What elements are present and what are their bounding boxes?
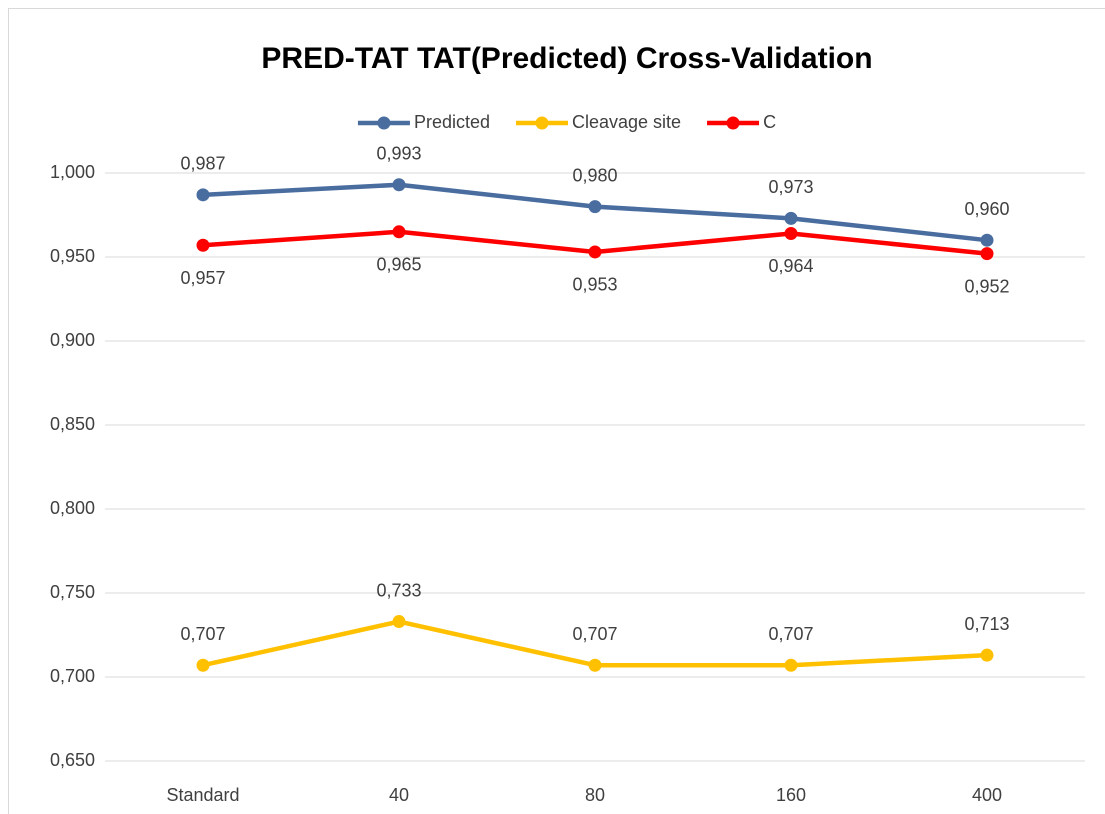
legend-label: Predicted (414, 112, 490, 132)
data-point (980, 648, 994, 662)
y-tick-label: 0,700 (50, 666, 95, 686)
data-point (980, 233, 994, 247)
data-point (196, 238, 210, 252)
y-tick-label: 0,650 (50, 750, 95, 770)
x-tick-label: 160 (776, 785, 806, 805)
data-label: 0,707 (572, 624, 617, 644)
x-tick-label: 80 (585, 785, 605, 805)
chart-title: PRED-TAT TAT(Predicted) Cross-Validation (261, 42, 872, 75)
y-tick-label: 0,900 (50, 330, 95, 350)
data-point (392, 178, 406, 192)
data-point (392, 615, 406, 629)
data-label: 0,953 (572, 275, 617, 295)
data-label: 0,952 (964, 276, 1009, 296)
data-point (588, 200, 602, 214)
y-tick-label: 0,750 (50, 582, 95, 602)
data-label: 0,957 (180, 268, 225, 288)
x-tick-label: Standard (166, 785, 239, 805)
data-point (196, 658, 210, 672)
data-label: 0,733 (376, 580, 421, 600)
data-label: 0,960 (964, 199, 1009, 219)
data-label: 0,980 (572, 165, 617, 185)
data-point (196, 188, 210, 202)
legend-marker (535, 116, 549, 130)
data-point (784, 211, 798, 225)
data-label: 0,993 (376, 144, 421, 164)
legend-label: Cleavage site (572, 112, 681, 132)
data-point (392, 225, 406, 239)
chart-frame (8, 8, 1105, 814)
legend-marker (377, 116, 391, 130)
legend-marker (726, 116, 740, 130)
data-label: 0,707 (180, 624, 225, 644)
data-point (588, 658, 602, 672)
legend-label: C (763, 112, 776, 132)
data-label: 0,973 (768, 177, 813, 197)
data-label: 0,987 (180, 154, 225, 174)
data-label: 0,713 (964, 614, 1009, 634)
y-tick-label: 1,000 (50, 162, 95, 182)
data-label: 0,965 (376, 255, 421, 275)
x-tick-label: 400 (972, 785, 1002, 805)
x-tick-label: 40 (389, 785, 409, 805)
data-label: 0,964 (768, 256, 813, 276)
data-point (784, 226, 798, 240)
data-label: 0,707 (768, 624, 813, 644)
y-tick-label: 0,850 (50, 414, 95, 434)
y-tick-label: 0,950 (50, 246, 95, 266)
data-point (784, 658, 798, 672)
data-point (588, 245, 602, 259)
y-tick-label: 0,800 (50, 498, 95, 518)
data-point (980, 247, 994, 261)
